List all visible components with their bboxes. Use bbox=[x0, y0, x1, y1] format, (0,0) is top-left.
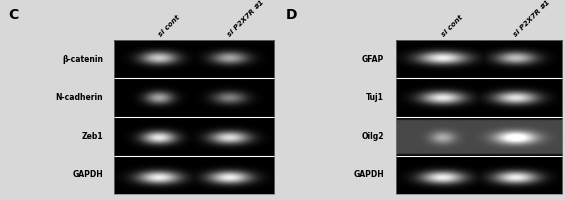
Bar bbox=[114, 40, 274, 194]
Text: Tuj1: Tuj1 bbox=[366, 93, 384, 102]
Text: GAPDH: GAPDH bbox=[354, 170, 384, 179]
Text: si cont: si cont bbox=[157, 14, 181, 38]
Text: GFAP: GFAP bbox=[362, 55, 384, 64]
Text: Oilg2: Oilg2 bbox=[362, 132, 384, 141]
Text: β-catenin: β-catenin bbox=[62, 55, 103, 64]
Text: C: C bbox=[8, 8, 19, 22]
Text: GAPDH: GAPDH bbox=[72, 170, 103, 179]
Text: si P2X7R #1: si P2X7R #1 bbox=[226, 0, 264, 38]
Text: D: D bbox=[285, 8, 297, 22]
Text: si P2X7R #1: si P2X7R #1 bbox=[512, 0, 551, 38]
Text: N-cadherin: N-cadherin bbox=[56, 93, 103, 102]
Bar bbox=[396, 40, 562, 194]
Text: si cont: si cont bbox=[441, 14, 464, 38]
Text: Zeb1: Zeb1 bbox=[82, 132, 103, 141]
